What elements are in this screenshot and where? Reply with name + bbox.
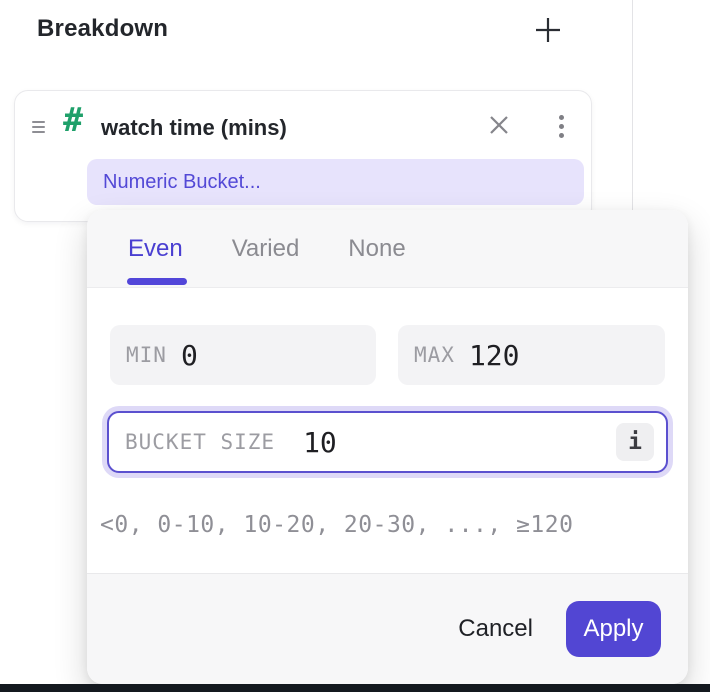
numeric-field-icon: # — [63, 100, 83, 139]
bucket-size-input[interactable]: BUCKET SIZE 10 i — [107, 411, 668, 473]
tab-none[interactable]: None — [348, 234, 406, 262]
bucket-size-label: BUCKET SIZE — [125, 430, 276, 454]
bucket-size-value: 10 — [303, 425, 337, 459]
drag-handle-icon[interactable] — [32, 118, 46, 136]
kebab-icon — [558, 114, 564, 138]
max-value: 120 — [468, 338, 520, 372]
bucket-settings-popover: Even Varied None MIN 0 MAX 120 BUCKET SI… — [87, 210, 688, 684]
tab-even[interactable]: Even — [128, 234, 183, 262]
min-label: MIN — [126, 343, 167, 367]
apply-button[interactable]: Apply — [566, 601, 661, 657]
numeric-bucket-chip[interactable]: Numeric Bucket... — [87, 159, 584, 205]
close-icon — [487, 113, 511, 140]
field-name-label: watch time (mins) — [101, 115, 287, 140]
max-label: MAX — [414, 343, 455, 367]
background-panel-divider — [632, 0, 633, 212]
min-input[interactable]: MIN 0 — [110, 325, 376, 385]
page-title: Breakdown — [37, 15, 169, 42]
add-breakdown-button[interactable] — [528, 11, 568, 51]
plus-icon — [533, 15, 563, 48]
max-input[interactable]: MAX 120 — [398, 325, 665, 385]
bucket-tabs-header: Even Varied None — [87, 210, 688, 288]
remove-field-button[interactable] — [479, 106, 519, 146]
info-icon[interactable]: i — [616, 423, 654, 461]
active-tab-indicator — [127, 278, 187, 285]
numeric-bucket-chip-label: Numeric Bucket... — [103, 170, 261, 193]
field-menu-button[interactable] — [541, 106, 581, 146]
tab-varied[interactable]: Varied — [231, 234, 300, 262]
cancel-button[interactable]: Cancel — [458, 615, 533, 642]
popover-footer: Cancel Apply — [87, 573, 688, 684]
breakdown-field-card: # watch time (mins) Numeric Bucket... — [14, 90, 592, 222]
bucket-preview-text: <0, 0-10, 10-20, 20-30, ..., ≥120 — [100, 512, 574, 538]
bottom-edge-bar — [0, 684, 710, 692]
min-value: 0 — [180, 338, 198, 372]
